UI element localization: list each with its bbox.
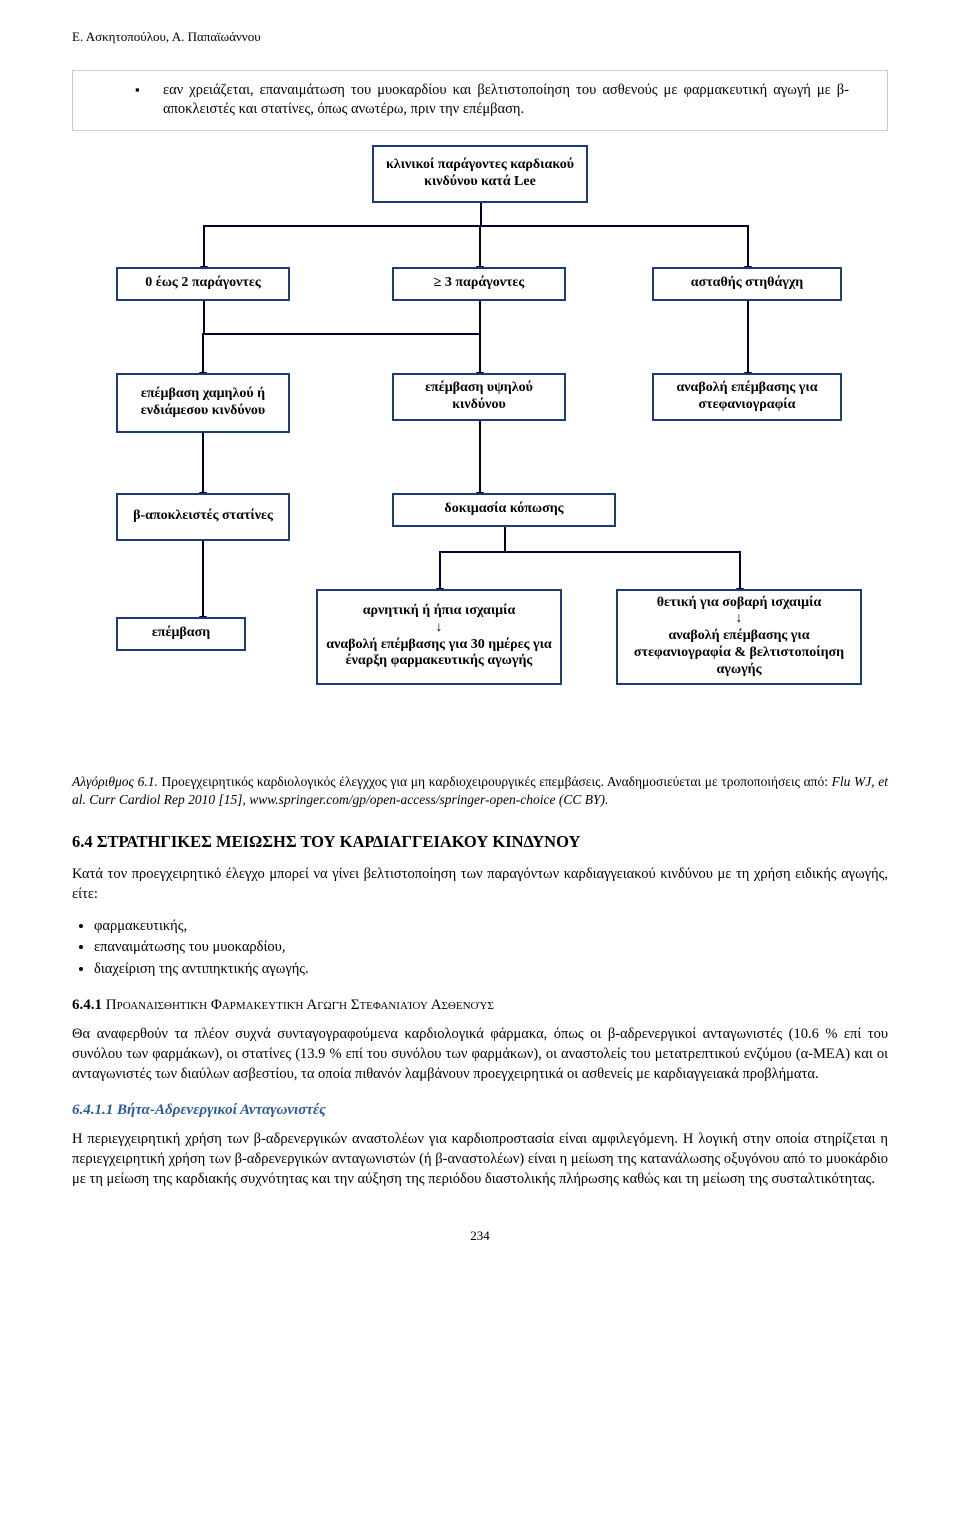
flow-node-a: 0 έως 2 παράγοντες [116,267,290,301]
paragraph-3: Η περιεγχειρητική χρήση των β-αδρενεργικ… [72,1130,888,1189]
flow-connector [202,541,204,617]
flow-connector [479,301,481,333]
flow-connector [479,421,481,493]
list-item: διαχείριση της αντιπηκτικής αγωγής. [94,960,888,980]
flow-connector [202,433,204,493]
caption-body: Προεγχειρητικός καρδιολογικός έλεγχχος γ… [158,774,832,789]
paragraph-1: Κατά τον προεγχειρητικό έλεγχο μπορεί να… [72,865,888,904]
caption-lead: Αλγόριθμος 6.1. [72,774,158,789]
flow-node-i: επέμβαση [116,617,246,651]
boxed-bullet: εαν χρειάζεται, επαναιμάτωση του μυοκαρδ… [72,70,888,131]
subsection-title: Προαναισθητική Φαρμακευτική Αγωγή Στεφαν… [106,997,494,1013]
flow-connector [439,551,739,553]
flow-node-f: αναβολή επέμβασης για στεφανιογραφία [652,373,842,421]
flow-node-h: δοκιμασία κόπωσης [392,493,616,527]
flow-connector [504,527,506,551]
running-head: Ε. Ασκητοπούλου, Α. Παπαϊωάννου [72,28,888,46]
subsection-num: 6.4.1 [72,997,106,1013]
list-item: φαρμακευτικής, [94,917,888,937]
flow-node-j: αρνητική ή ήπια ισχαιμία↓αναβολή επέμβασ… [316,589,562,685]
flow-node-b: ≥ 3 παράγοντες [392,267,566,301]
page-number: 234 [72,1227,888,1245]
flowchart: κλινικοί παράγοντες καρδιακού κινδύνου κ… [72,141,888,761]
subsection-heading: 6.4.1 Προαναισθητική Φαρμακευτική Αγωγή … [72,995,888,1015]
figure-caption: Αλγόριθμος 6.1. Προεγχειρητικός καρδιολο… [72,773,888,809]
flow-node-root: κλινικοί παράγοντες καρδιακού κινδύνου κ… [372,145,588,203]
boxed-bullet-text: εαν χρειάζεται, επαναιμάτωση του μυοκαρδ… [163,82,849,118]
flow-node-e: επέμβαση υψηλού κινδύνου [392,373,566,421]
flow-connector [203,333,481,335]
flow-connector [747,225,749,267]
list-item: επαναιμάτωσης του μυοκαρδίου, [94,938,888,958]
flow-connector [480,203,482,225]
flow-node-g: β-αποκλειστές στατίνες [116,493,290,541]
flow-connector [739,551,741,589]
flow-connector [439,551,441,589]
flow-connector [747,301,749,373]
section-heading: 6.4 ΣΤΡΑΤΗΓΙΚΕΣ ΜΕΙΩΣΗΣ ΤΟΥ ΚΑΡΔΙΑΓΓΕΙΑΚ… [72,831,888,853]
flow-node-k: θετική για σοβαρή ισχαιμία↓αναβολή επέμβ… [616,589,862,685]
bullet-list: φαρμακευτικής, επαναιμάτωσης του μυοκαρδ… [94,917,888,980]
flow-node-d: επέμβαση χαμηλού ή ενδιάμεσου κινδύνου [116,373,290,433]
flow-connector [203,301,205,333]
flow-node-c: ασταθής στηθάγχη [652,267,842,301]
flow-connector [479,333,481,373]
flow-connector [203,225,205,267]
paragraph-2: Θα αναφερθούν τα πλέον συχνά συνταγογραφ… [72,1025,888,1084]
flow-connector [202,333,204,373]
subsubsection-heading: 6.4.1.1 Βήτα-Αδρενεργικοί Ανταγωνιστές [72,1100,888,1120]
flow-connector [479,225,481,267]
flow-connector [203,225,747,227]
